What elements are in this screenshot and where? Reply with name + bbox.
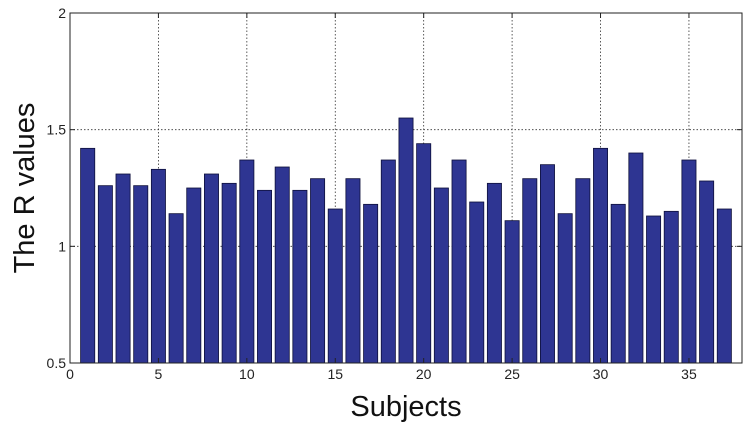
bar-subject-32 bbox=[628, 152, 644, 364]
x-tick-label: 0 bbox=[66, 366, 74, 382]
bars bbox=[80, 117, 732, 364]
bar-subject-17 bbox=[363, 203, 379, 364]
bar-subject-30 bbox=[593, 147, 609, 364]
bar-subject-13 bbox=[292, 189, 308, 364]
bar-subject-10 bbox=[239, 159, 255, 364]
bar-subject-25 bbox=[504, 220, 520, 364]
bar-subject-3 bbox=[115, 173, 131, 364]
y-tick-label: 1 bbox=[58, 238, 66, 254]
bar-subject-34 bbox=[663, 210, 679, 364]
bar-subject-6 bbox=[168, 213, 184, 364]
x-tick-label: 15 bbox=[327, 366, 343, 382]
y-axis-label: The R values bbox=[9, 103, 41, 274]
bar-subject-14 bbox=[310, 178, 326, 364]
bar-subject-28 bbox=[557, 213, 573, 364]
bar-subject-5 bbox=[150, 168, 166, 364]
x-tick-label: 5 bbox=[155, 366, 163, 382]
bar-subject-20 bbox=[416, 143, 432, 364]
bar-subject-37 bbox=[716, 208, 732, 364]
bar-subject-29 bbox=[575, 178, 591, 364]
x-tick-label: 25 bbox=[504, 366, 520, 382]
bar-subject-15 bbox=[327, 208, 343, 364]
bar-subject-4 bbox=[133, 185, 149, 364]
bar-subject-12 bbox=[274, 166, 290, 364]
bar-subject-22 bbox=[451, 159, 467, 364]
y-tick-label: 2 bbox=[58, 5, 66, 21]
plot-frame bbox=[69, 12, 743, 364]
x-tick-label: 20 bbox=[416, 366, 432, 382]
bar-subject-2 bbox=[97, 185, 113, 364]
bar-subject-21 bbox=[433, 187, 449, 364]
y-tick-label: 1.5 bbox=[47, 122, 67, 138]
bar-subject-35 bbox=[681, 159, 697, 364]
bar-subject-9 bbox=[221, 182, 237, 364]
x-axis-label: Subjects bbox=[350, 391, 461, 423]
x-tick-label: 10 bbox=[239, 366, 255, 382]
bar-subject-16 bbox=[345, 178, 361, 364]
bar-subject-31 bbox=[610, 203, 626, 364]
bar-subject-8 bbox=[203, 173, 219, 364]
y-tick-label: 0.5 bbox=[47, 355, 67, 371]
bar-subject-11 bbox=[257, 189, 273, 364]
bar-subject-1 bbox=[80, 147, 96, 364]
bar-subject-26 bbox=[522, 178, 538, 364]
bar-subject-18 bbox=[380, 159, 396, 364]
bar-subject-7 bbox=[186, 187, 202, 364]
bar-subject-36 bbox=[699, 180, 715, 364]
axis-ticks: 0 5 10 15 20 25 30 35 0.5 1 1.5 2 bbox=[47, 5, 742, 382]
bar-subject-33 bbox=[646, 215, 662, 364]
x-tick-label: 30 bbox=[593, 366, 609, 382]
bar-subject-23 bbox=[469, 201, 485, 364]
bar-subject-19 bbox=[398, 117, 414, 364]
bar-subject-27 bbox=[540, 164, 555, 364]
x-tick-label: 35 bbox=[681, 366, 697, 382]
bar-subject-24 bbox=[486, 182, 502, 364]
